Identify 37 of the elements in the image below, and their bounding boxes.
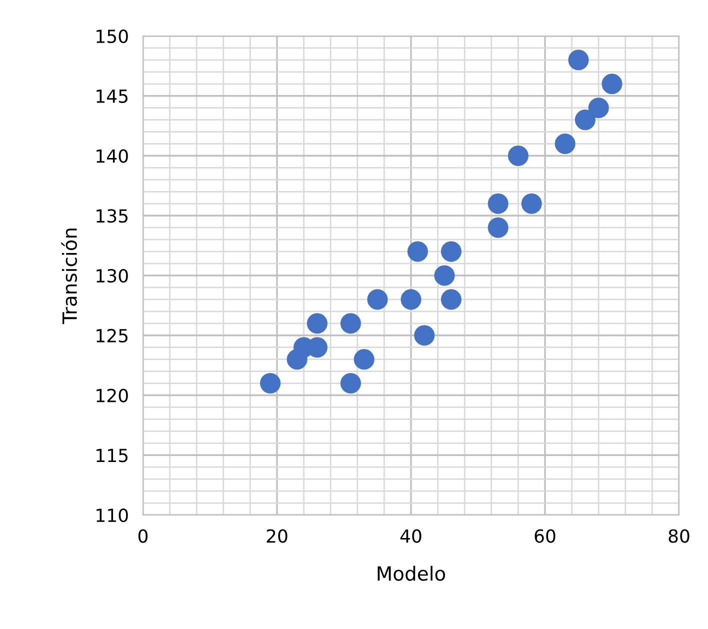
x-tick-label: 80 <box>668 529 690 543</box>
y-tick-label: 115 <box>96 448 128 462</box>
point <box>440 241 462 262</box>
point <box>407 241 428 262</box>
point <box>434 265 455 286</box>
point <box>306 313 328 334</box>
y-tick-label: 150 <box>96 29 128 44</box>
x-tick-label: 60 <box>534 529 556 543</box>
point <box>602 74 622 94</box>
y-tick-label: 125 <box>96 328 128 342</box>
x-axis-title: Modelo <box>378 566 446 581</box>
y-tick-label: 120 <box>96 388 128 402</box>
x-tick-label: 40 <box>400 529 422 543</box>
y-tick-label: 140 <box>96 149 128 163</box>
point <box>521 193 542 214</box>
point <box>488 217 508 238</box>
point <box>400 289 422 310</box>
point <box>260 373 281 394</box>
point <box>488 193 508 214</box>
point <box>588 98 609 118</box>
x-tick-label: 0 <box>138 529 148 543</box>
y-axis-title: Transición <box>61 228 77 324</box>
point <box>414 325 435 346</box>
point <box>340 313 361 334</box>
point <box>554 134 576 154</box>
point <box>367 289 388 310</box>
point <box>340 373 361 394</box>
point <box>508 145 528 166</box>
x-tick-label: 20 <box>266 529 288 543</box>
y-tick-label: 135 <box>96 209 128 223</box>
y-tick-label: 145 <box>96 90 128 103</box>
point <box>574 110 596 130</box>
y-tick-label: 110 <box>96 508 128 522</box>
y-tick-label: 130 <box>96 268 128 283</box>
point <box>568 50 589 70</box>
point <box>440 289 462 310</box>
point <box>354 349 374 370</box>
